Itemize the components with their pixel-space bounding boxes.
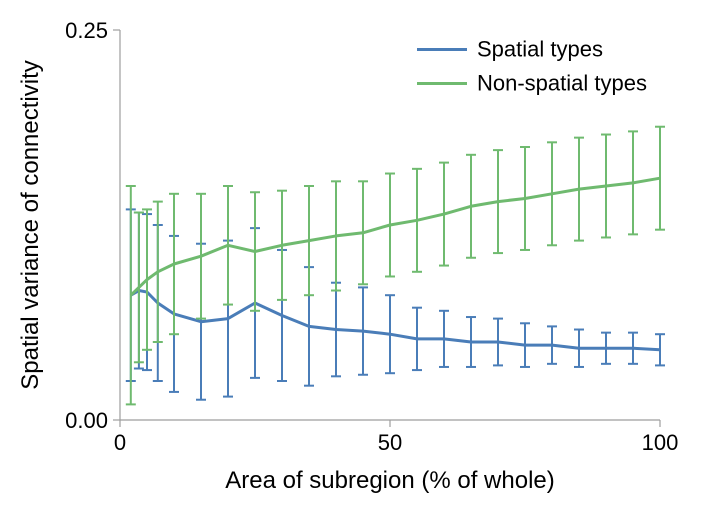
x-tick-label: 100 — [642, 430, 679, 455]
chart-container: 0 50 100 0.00 0.25 Area of subregion (% of wh… — [0, 0, 708, 517]
legend-label: Spatial types — [477, 37, 603, 62]
x-axis-label: Area of subregion (% of whole) — [225, 467, 555, 494]
x-tick-label: 0 — [114, 430, 126, 455]
chart-svg: 0 50 100 0.00 0.25 Area of subregion (% of wh… — [0, 0, 708, 517]
x-tick-label: 50 — [378, 430, 402, 455]
y-tick-label: 0.25 — [65, 18, 108, 43]
y-axis-label: Spatial variance of connectivity — [17, 60, 44, 390]
legend-label: Non-spatial types — [477, 71, 647, 96]
y-tick-label: 0.00 — [65, 408, 108, 433]
